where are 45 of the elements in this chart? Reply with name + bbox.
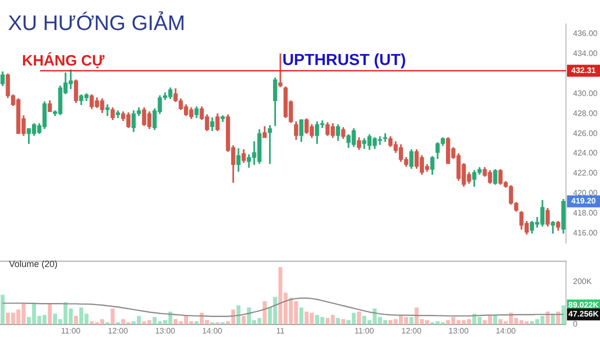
bar bbox=[110, 308, 115, 324]
ref-line-label: KHÁNG CỰ bbox=[22, 51, 105, 70]
x-tick-label: 14:00 bbox=[202, 326, 223, 336]
bar bbox=[0, 294, 5, 324]
y-tick-label: 418.00 bbox=[573, 208, 598, 218]
bar bbox=[409, 316, 414, 324]
chart-title: Volume (20) bbox=[9, 259, 58, 269]
y-tick-label: 0 bbox=[573, 320, 578, 329]
bar bbox=[556, 312, 560, 324]
y-tick-label: 420.00 bbox=[573, 188, 598, 198]
y-tick-label: 426.00 bbox=[573, 128, 598, 138]
bar bbox=[48, 303, 52, 324]
x-tick-label: 13:00 bbox=[155, 326, 176, 336]
bar bbox=[546, 312, 550, 324]
y-tick-label: 424.00 bbox=[573, 148, 598, 158]
annotation: UPTHRUST (UT) bbox=[282, 52, 406, 70]
annotation: 47.256K bbox=[568, 310, 599, 319]
x-tick-label: 14:00 bbox=[496, 326, 516, 336]
bar bbox=[74, 316, 78, 324]
x-tick-label: 12:00 bbox=[108, 326, 128, 336]
y-tick-label: 436.00 bbox=[573, 29, 598, 38]
y-tick-label: 416.00 bbox=[573, 228, 598, 238]
y-tick-label: 434.00 bbox=[573, 49, 598, 58]
x-tick-label: 11:00 bbox=[354, 326, 374, 336]
bar bbox=[299, 307, 304, 324]
y-tick-label: 428.00 bbox=[573, 108, 598, 118]
bar bbox=[262, 301, 267, 324]
bar bbox=[561, 306, 566, 324]
y-tick-label: 422.00 bbox=[573, 168, 598, 178]
y-tick-label: 430.00 bbox=[573, 88, 598, 98]
x-tick-label: 12:00 bbox=[401, 326, 422, 336]
annotation: 432.31 bbox=[571, 66, 596, 75]
candlestick bbox=[105, 104, 110, 116]
x-tick-label: 13:00 bbox=[448, 326, 470, 336]
bar bbox=[242, 316, 246, 324]
bar bbox=[336, 318, 340, 324]
annotation: 89.022K bbox=[568, 300, 599, 310]
chart-title: XU HƯỚNG GIẢM bbox=[8, 12, 186, 36]
y-tick-label: 200K bbox=[573, 277, 592, 286]
bar bbox=[357, 312, 361, 324]
x-tick-label: 11 bbox=[276, 326, 286, 336]
bar bbox=[236, 305, 240, 324]
x-tick-label: 11:00 bbox=[61, 326, 82, 336]
bar bbox=[194, 321, 198, 324]
annotation: 419.20 bbox=[571, 196, 596, 206]
